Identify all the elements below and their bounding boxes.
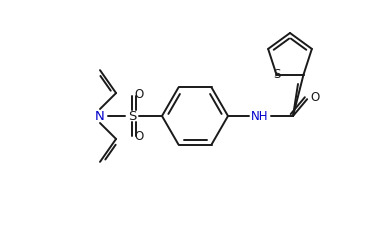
Text: O: O — [135, 89, 144, 102]
Text: NH: NH — [251, 110, 269, 122]
Text: S: S — [128, 110, 136, 122]
Text: O: O — [135, 131, 144, 143]
Text: N: N — [95, 110, 105, 122]
Text: S: S — [273, 68, 280, 81]
Text: O: O — [310, 91, 320, 104]
